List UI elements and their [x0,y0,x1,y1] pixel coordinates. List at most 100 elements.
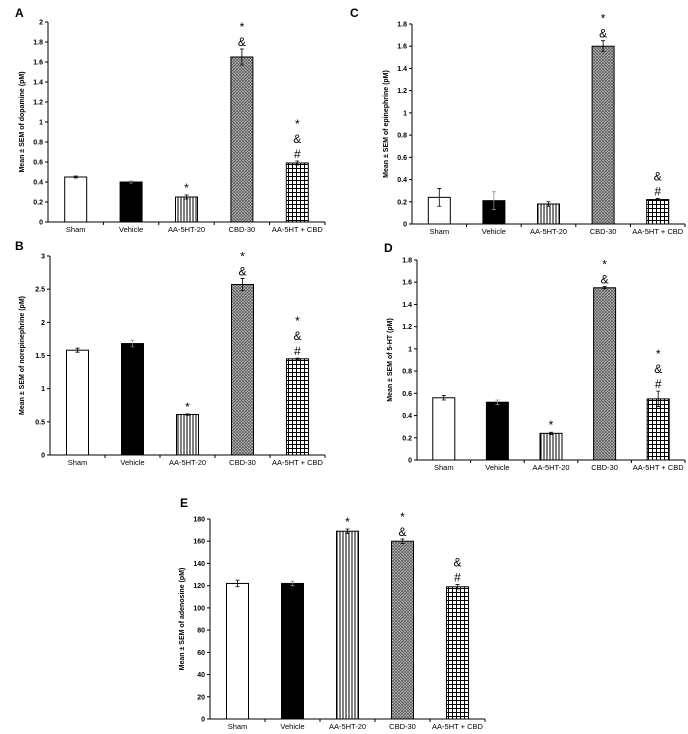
x-tick-label: AA-5HT-20 [329,722,366,731]
y-tick-label: 0.8 [397,133,407,140]
panel-label: D [384,241,393,255]
bar [593,287,617,461]
y-tick-label: 1 [408,346,412,353]
significance-marker: * [400,510,405,524]
significance-marker: # [454,571,461,585]
bar [64,176,88,223]
error-bar [295,357,300,360]
error-bar [656,390,661,408]
y-tick-label: 1.5 [35,353,45,360]
y-tick-label: 1.8 [397,22,407,29]
error-bar [184,194,189,200]
bar [432,397,456,461]
bar [285,162,309,223]
bar [119,181,143,223]
x-tick-label: AA-5HT + CBD [272,458,324,467]
panel-label: E [180,496,188,510]
bar [176,414,199,456]
y-tick-label: 0 [403,222,407,229]
x-tick-label: CBD-30 [591,463,618,472]
y-tick-label: 0.4 [402,413,412,420]
y-tick-label: 80 [197,628,205,635]
y-tick-label: 0.5 [35,419,45,426]
significance-marker: & [453,556,461,570]
y-tick-label: 2 [41,320,45,327]
y-tick-label: 1.4 [402,302,412,309]
error-bar [601,40,606,53]
error-bar [546,201,551,207]
significance-marker: * [549,418,554,432]
y-tick-label: 1.4 [33,80,43,87]
y-tick-label: 0.4 [33,180,43,187]
y-tick-label: 1 [39,120,43,127]
bar [446,586,469,720]
significance-marker: & [398,525,406,539]
x-tick-label: CBD-30 [590,227,617,236]
x-tick-label: AA-5HT + CBD [633,463,685,472]
x-tick-label: AA-5HT-20 [168,225,205,234]
panel-label: B [15,239,24,253]
y-tick-label: 0.8 [33,140,43,147]
y-tick-label: 1 [41,386,45,393]
significance-marker: * [345,515,350,529]
significance-marker: # [294,147,301,161]
error-bar [185,413,190,416]
x-tick-label: CBD-30 [229,225,256,234]
x-tick-label: Sham [430,227,450,236]
significance-marker: & [238,35,246,49]
y-tick-label: 0 [41,453,45,460]
y-tick-label: 1.6 [397,44,407,51]
bar [336,530,359,720]
bar [226,582,249,720]
y-tick-label: 0 [408,458,412,465]
error-bar [239,48,244,66]
x-tick-label: AA-5HT-20 [169,458,206,467]
x-tick-label: AA-5HT + CBD [432,722,484,731]
y-tick-label: 60 [197,650,205,657]
significance-marker: & [654,169,662,183]
error-bar [455,584,460,590]
x-tick-label: Vehicle [119,225,143,234]
y-tick-label: 1.8 [402,258,412,265]
panel-label: A [15,6,24,20]
y-tick-label: 120 [193,583,205,590]
y-tick-label: 3 [41,254,45,261]
y-tick-label: 0.2 [397,199,407,206]
y-tick-label: 1 [403,110,407,117]
y-tick-label: 1.2 [402,324,412,331]
y-axis-label: Mean ± SEM of norepinephrine (pM) [19,296,26,415]
y-tick-label: 0.4 [397,177,407,184]
significance-marker: & [654,362,662,376]
significance-marker: * [656,347,661,361]
panel-a: A 0 0.2 0.4 0.6 0.8 1 1.2 1.4 1.6 1.8 2 Mean ± SEM o… [15,6,326,234]
significance-marker: * [240,20,245,34]
x-tick-label: AA-5HT-20 [530,227,567,236]
x-tick-label: Vehicle [485,463,509,472]
y-tick-label: 0.2 [33,200,43,207]
bar [230,56,254,223]
significance-marker: & [293,132,301,146]
y-tick-label: 100 [193,605,205,612]
bar [231,284,254,456]
significance-marker: * [185,400,190,414]
error-bar [495,399,500,405]
error-bar [235,579,240,588]
error-bar [295,160,300,166]
y-tick-label: 1.2 [397,88,407,95]
x-tick-label: Sham [66,225,86,234]
error-bar [130,339,135,348]
y-tick-label: 1.6 [33,60,43,67]
significance-marker: * [602,258,607,272]
significance-marker: * [601,12,606,26]
error-bar [400,538,405,544]
error-bar [345,528,350,534]
significance-marker: * [295,314,300,328]
bar [537,203,560,225]
y-tick-label: 1.4 [397,66,407,73]
y-axis-label: Mean ± SEM of 5-HT (pM) [387,318,394,402]
significance-marker: & [293,329,301,343]
x-tick-label: AA-5HT-20 [532,463,569,472]
error-bar [290,580,295,587]
panel-label: C [350,6,359,20]
